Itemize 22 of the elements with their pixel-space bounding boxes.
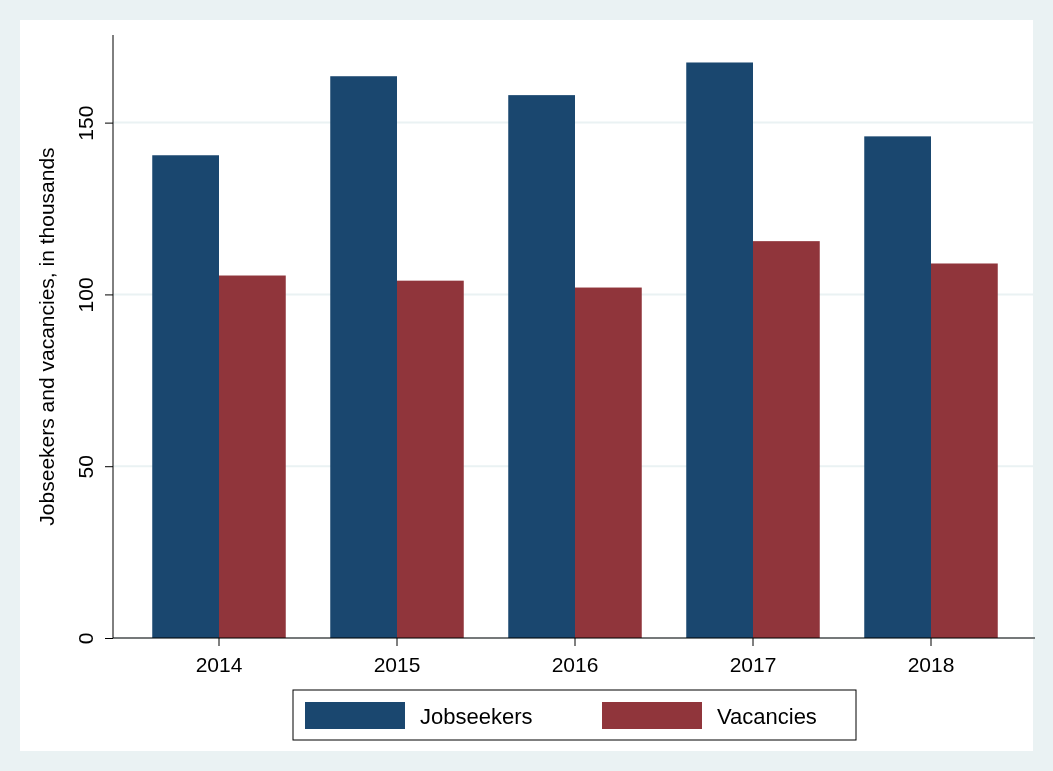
x-tick-label: 2016: [551, 653, 599, 676]
bar: [686, 62, 753, 638]
bar: [219, 275, 286, 638]
bar: [575, 287, 642, 638]
legend-label: Vacancies: [717, 704, 817, 729]
x-tick-label: 2017: [729, 653, 777, 676]
bar: [753, 241, 820, 638]
y-tick-label: 100: [73, 277, 97, 313]
x-tick-label: 2015: [373, 653, 421, 676]
bar: [330, 76, 397, 638]
bar: [397, 280, 464, 638]
bar: [931, 263, 998, 638]
x-tick-label: 2014: [195, 653, 243, 676]
bar: [508, 95, 575, 638]
y-tick-label: 50: [73, 455, 97, 479]
y-tick-label: 0: [73, 632, 97, 645]
bar: [864, 136, 931, 638]
bar: [152, 155, 219, 638]
x-tick-label: 2018: [907, 653, 955, 676]
legend-label: Jobseekers: [420, 704, 533, 729]
y-tick-label: 150: [73, 105, 97, 141]
y-axis-title: Jobseekers and vacancies, in thousands: [35, 147, 58, 526]
